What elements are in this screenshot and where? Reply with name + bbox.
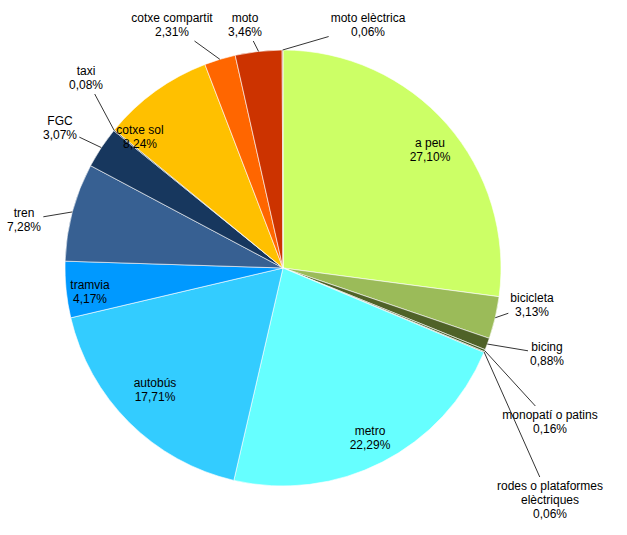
slice-name-line: a peu [415,136,445,150]
slice-name: FGC [47,114,73,128]
slice-name: cotxe compartit [131,11,213,25]
data-label: autobús17,71% [134,376,177,404]
slice-name: bicicleta [510,291,554,305]
leader-line [487,344,528,351]
slice-name-line: moto elèctrica [331,11,406,25]
slice [65,261,283,318]
data-label: bicing0,88% [530,340,564,368]
slice-value: 2,31% [155,25,189,39]
slice-name-line: cotxe compartit [131,11,213,25]
slice-name-line: taxi [77,64,96,78]
data-label: bicicleta3,13% [510,291,554,319]
slice-name: monopatí o patins [502,408,597,422]
slice [235,50,283,268]
slice-name-line: tren [14,206,35,220]
leader-line [95,94,114,130]
leader-line [485,351,536,406]
slice-name-line: rodes o plataformes [497,479,603,493]
slice [283,50,501,297]
slice-name: rodes o plataformeselèctriques [497,479,603,507]
chart: a peu27,10% bicicleta3,13% bicing0,88% mono… [0,0,627,535]
slice-value: 0,06% [351,25,385,39]
slice-value: 3,46% [228,25,262,39]
data-label: moto3,46% [228,11,262,39]
slice-value: 0,16% [533,422,567,436]
slice-name: cotxe sol [116,123,163,137]
slice-name-line: monopatí o patins [502,408,597,422]
slice-name: bicing [531,340,562,354]
leader-line [43,212,72,217]
leader-line [253,41,258,51]
slice-name: a peu [415,136,445,150]
slice-value: 0,08% [69,78,103,92]
data-label: FGC3,07% [43,114,77,142]
slice-value: 3,07% [43,128,77,142]
slice-value: 8,24% [123,137,157,151]
slice-name-line: FGC [47,114,73,128]
leader-line [194,41,219,59]
leader-line [495,313,508,318]
leader-line [79,137,101,147]
data-label: rodes o plataformeselèctriques0,06% [497,479,603,521]
slice [71,268,283,480]
data-label: a peu27,10% [410,136,451,164]
slices [65,50,501,486]
slice-value: 27,10% [410,150,451,164]
labels: a peu27,10% bicicleta3,13% bicing0,88% mono… [7,11,603,521]
leader-line [283,37,329,50]
data-label: tren7,28% [7,206,41,234]
slice-name-line: elèctriques [521,493,579,507]
data-label: cotxe sol8,24% [116,123,163,151]
slice-name-line: bicing [531,340,562,354]
slice-name-line: autobús [134,376,177,390]
slice-value: 17,71% [135,390,176,404]
slice-name-line: bicicleta [510,291,554,305]
data-label: taxi0,08% [69,64,103,92]
slice-value: 3,13% [515,305,549,319]
slice-value: 22,29% [350,438,391,452]
slice-name: tramvia [70,278,110,292]
slice-value: 4,17% [73,292,107,306]
slice-name: moto elèctrica [331,11,406,25]
slice-value: 7,28% [7,220,41,234]
data-label: moto elèctrica0,06% [331,11,406,39]
slice-name: tren [14,206,35,220]
data-label: cotxe compartit2,31% [131,11,213,39]
slice-value: 0,06% [533,507,567,521]
slice-name: metro [355,424,386,438]
slice-name-line: moto [232,11,259,25]
leader-lines [43,37,539,477]
slice-name-line: metro [355,424,386,438]
slice-value: 0,88% [530,354,564,368]
slice-name: moto [232,11,259,25]
data-label: monopatí o patins0,16% [502,408,597,436]
slice-name: autobús [134,376,177,390]
slice-name: taxi [77,64,96,78]
slice [282,50,284,268]
data-label: tramvia4,17% [70,278,110,306]
slice-name-line: cotxe sol [116,123,163,137]
data-label: metro22,29% [350,424,391,452]
slice-name-line: tramvia [70,278,110,292]
